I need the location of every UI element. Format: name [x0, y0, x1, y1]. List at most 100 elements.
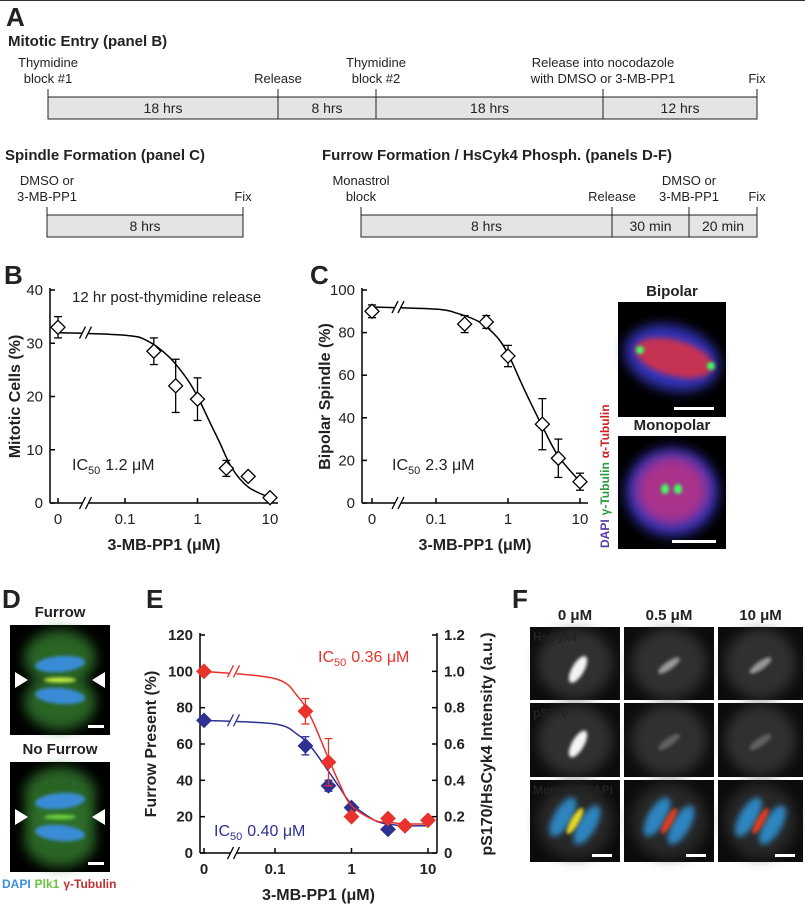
y2-tick-label: 1.0 — [444, 663, 465, 680]
x-tick-label: 0 — [200, 861, 208, 878]
stain — [660, 807, 678, 835]
curve-break — [226, 665, 235, 678]
segment-label: 18 hrs — [144, 100, 183, 116]
y2-tick-label: 0 — [444, 845, 452, 862]
segment-label: 8 hrs — [311, 100, 342, 116]
timeline-segment — [688, 214, 758, 238]
y-tick-label: 120 — [168, 627, 193, 644]
stain-name: γ-Tubulin — [598, 462, 612, 515]
y-tick-label: 0 — [35, 495, 43, 512]
event-label: 3-MB-PP1 — [659, 189, 719, 204]
stain — [661, 484, 669, 494]
event-label: Thymidine — [18, 55, 78, 70]
x-tick-label: 0.1 — [265, 861, 286, 878]
panel-letter: B — [4, 260, 23, 290]
curve-break — [78, 326, 87, 339]
x-tick-label: 1 — [347, 861, 355, 878]
event-label: Release into nocodazole — [532, 55, 674, 70]
furrow-arrow — [92, 809, 105, 825]
x-axis-label: 3-MB-PP1 (μM) — [262, 887, 375, 904]
y-tick-label: 20 — [176, 809, 193, 826]
scale-bar — [672, 540, 716, 543]
ic50-label: IC50 0.40 μM — [214, 823, 305, 843]
event-label: Monastrol — [332, 173, 389, 188]
x-tick-label: 0.1 — [426, 511, 447, 528]
scale-bar — [88, 725, 104, 728]
data-point — [572, 473, 588, 490]
image-title: Bipolar — [646, 283, 698, 300]
furrow-arrow — [92, 672, 105, 688]
event-label: block #1 — [24, 71, 72, 86]
stain — [573, 805, 601, 845]
event-label: DMSO or — [20, 173, 75, 188]
segment-label: 18 hrs — [470, 100, 509, 116]
scale-bar — [775, 854, 795, 857]
stain-legend: DAPI γ-Tubulin α-Tubulin — [598, 404, 612, 548]
data-point — [167, 377, 184, 394]
stain-name: Plk1 — [35, 877, 60, 891]
y-axis-label: Bipolar Spindle (%) — [317, 323, 334, 470]
stain — [635, 337, 713, 379]
data-point — [50, 319, 66, 336]
y-tick-label: 60 — [176, 736, 193, 753]
curve-break-gap — [82, 328, 89, 337]
ic50-subscript: 50 — [408, 465, 420, 477]
axis-break — [226, 846, 235, 860]
panel-letter: E — [146, 584, 163, 614]
stain — [568, 656, 588, 683]
stain — [636, 456, 708, 524]
stain-name: γ-Tubulin — [63, 877, 116, 891]
scale-bar — [686, 854, 706, 857]
furrow-arrow — [15, 672, 28, 688]
x-tick-label: 10 — [262, 511, 279, 528]
y-tick-label: 0 — [347, 495, 355, 512]
data-point — [262, 489, 278, 506]
scale-bar — [592, 854, 612, 857]
row-label: Merge w/DAPI — [533, 783, 613, 797]
stain — [749, 657, 772, 674]
y-tick-label: 80 — [176, 700, 193, 717]
stain-name: DAPI — [2, 877, 31, 891]
stain — [568, 730, 588, 758]
column-header: 0 μM — [558, 607, 592, 624]
segment-label: 12 hrs — [661, 100, 700, 116]
axis-break — [84, 496, 93, 510]
timeline-title: Spindle Formation (panel C) — [5, 147, 205, 164]
data-point — [320, 754, 337, 771]
x-tick-label: 1 — [193, 511, 201, 528]
curve-break — [232, 714, 241, 727]
segment-label: 8 hrs — [471, 218, 502, 234]
y-tick-label: 80 — [338, 325, 355, 342]
curve-break — [391, 300, 399, 314]
data-point — [297, 737, 314, 754]
y-tick-label: 20 — [338, 452, 355, 469]
data-point — [534, 416, 551, 433]
furrow-arrow — [15, 809, 28, 825]
event-label: with DMSO or 3-MB-PP1 — [530, 71, 675, 86]
data-point — [380, 821, 396, 838]
data-point — [364, 303, 380, 320]
curve-break-gap — [395, 303, 401, 312]
stain — [658, 657, 680, 674]
ic50-value: 0.40 μM — [247, 823, 305, 840]
axis-break — [78, 496, 87, 510]
curve-break-gap — [230, 716, 237, 725]
ic50-label: IC50 2.3 μM — [392, 457, 474, 477]
fit-curve — [203, 719, 429, 827]
y-tick-label: 20 — [26, 389, 43, 406]
data-point — [218, 460, 235, 477]
segment-label: 8 hrs — [129, 218, 160, 234]
axis-break — [397, 496, 405, 510]
y2-axis-label: pS170/HsCyk4 Intensity (a.u.) — [479, 632, 496, 855]
event-label: block #2 — [352, 71, 400, 86]
x-tick-label: 10 — [572, 511, 589, 528]
stain — [752, 807, 769, 835]
timeline-title: Mitotic Entry (panel B) — [8, 33, 167, 50]
panel-letter: A — [6, 2, 25, 32]
event-label: Release — [254, 71, 302, 86]
y-tick-label: 10 — [26, 442, 43, 459]
x-axis-label: 3-MB-PP1 (μM) — [108, 537, 221, 554]
